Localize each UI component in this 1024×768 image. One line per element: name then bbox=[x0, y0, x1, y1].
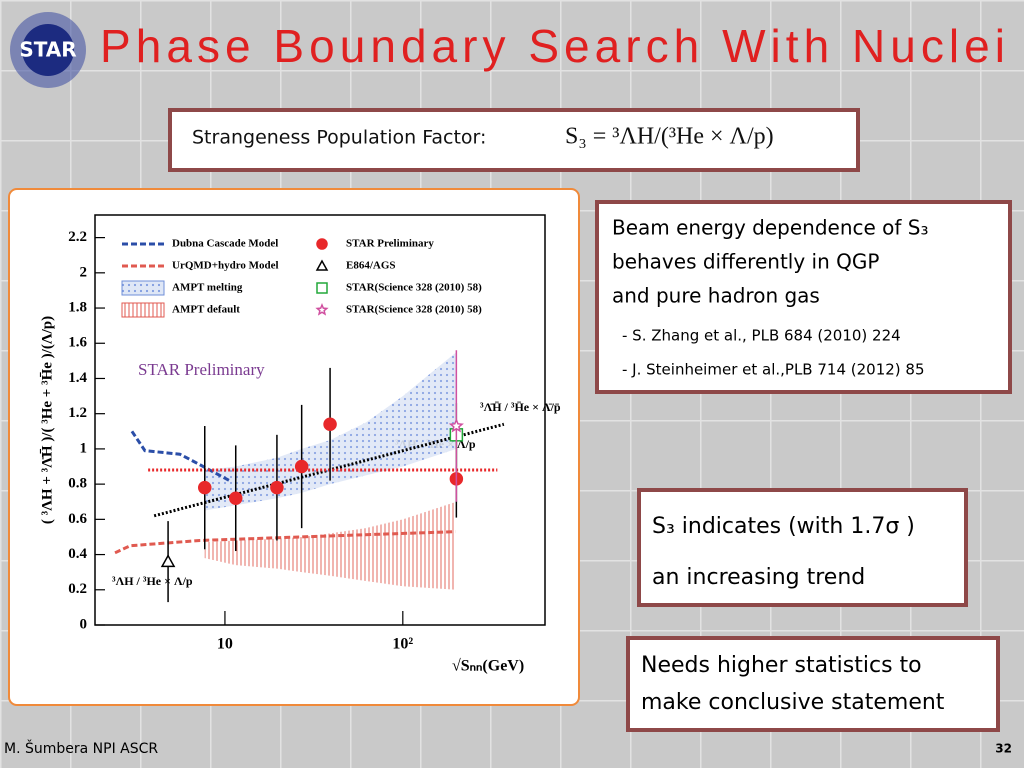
formula-label: Strangeness Population Factor: bbox=[192, 127, 486, 149]
legend-label: AMPT default bbox=[172, 304, 240, 316]
legend-label: Dubna Cascade Model bbox=[172, 238, 278, 250]
legend-key bbox=[316, 282, 328, 294]
y-tick-label: 0 bbox=[80, 616, 88, 632]
box-line: S₃ indicates (with 1.7σ ) bbox=[652, 514, 915, 539]
box-line: make conclusive statement bbox=[641, 690, 945, 715]
legend-label: E864/AGS bbox=[346, 260, 396, 272]
legend-label: UrQMD+hydro Model bbox=[172, 260, 279, 272]
box-line: an increasing trend bbox=[652, 565, 865, 590]
y-tick-label: 1 bbox=[80, 440, 88, 456]
marker bbox=[228, 491, 243, 505]
reference: - S. Zhang et al., PLB 684 (2010) 224 bbox=[622, 327, 901, 345]
marker bbox=[270, 480, 284, 495]
reference: - J. Steinheimer et al.,PLB 714 (2012) 8… bbox=[622, 361, 925, 379]
box-line: Beam energy dependence of S₃ bbox=[612, 216, 929, 240]
model-band bbox=[204, 501, 457, 590]
y-tick-label: 1.8 bbox=[68, 299, 87, 315]
y-tick-label: 0.6 bbox=[68, 511, 87, 527]
box-line: Needs higher statistics to bbox=[641, 653, 922, 678]
legend-key bbox=[315, 303, 329, 316]
legend-key bbox=[316, 238, 328, 250]
model-line bbox=[114, 530, 456, 555]
annotation: STAR Preliminary bbox=[138, 360, 265, 379]
text-box: Needs higher statistics to make conclusi… bbox=[626, 636, 1000, 732]
box-line: behaves differently in QGP bbox=[612, 250, 879, 274]
marker bbox=[197, 480, 212, 495]
logo: STAR bbox=[10, 12, 86, 88]
title: Phase Boundary Search With Nuclei bbox=[100, 20, 1005, 72]
y-tick-label: 2 bbox=[80, 264, 88, 280]
x-tick-label: 10² bbox=[392, 636, 413, 653]
legend-label: STAR Preliminary bbox=[346, 238, 434, 250]
model-band bbox=[204, 352, 457, 511]
x-axis-label: √Sₙₙ(GeV) bbox=[452, 658, 524, 675]
legend-key bbox=[121, 302, 165, 318]
y-tick-label: 2.2 bbox=[68, 229, 87, 245]
marker bbox=[448, 418, 464, 433]
logo-text: STAR bbox=[19, 38, 76, 62]
text-box: S₃ indicates (with 1.7σ ) an increasing … bbox=[637, 488, 968, 607]
annotation: ³Λ̄H̄ / ³H̄e × Λ̄/p̄ bbox=[480, 400, 561, 414]
annotation: ³ΛH / ³He × Λ/p bbox=[112, 574, 193, 588]
legend-key bbox=[315, 259, 329, 271]
marker bbox=[160, 554, 176, 568]
y-tick-label: 0.2 bbox=[68, 581, 87, 597]
marker bbox=[323, 417, 337, 432]
formula-box: Strangeness Population Factor: S₃ = ³ΛH/… bbox=[168, 108, 860, 172]
box-line: and pure hadron gas bbox=[612, 284, 820, 308]
plot-frame bbox=[94, 214, 546, 626]
y-tick-label: 1.6 bbox=[68, 335, 87, 351]
y-tick-label: 1.4 bbox=[68, 370, 87, 386]
legend-label: AMPT melting bbox=[172, 282, 243, 294]
legend-label: STAR(Science 328 (2010) 58) bbox=[346, 304, 482, 316]
text-box: Beam energy dependence of S₃ behaves dif… bbox=[595, 200, 1012, 394]
y-tick-label: 0.8 bbox=[68, 476, 87, 492]
x-tick-label: 10 bbox=[217, 636, 233, 653]
legend-label: STAR(Science 328 (2010) 58) bbox=[346, 282, 482, 294]
marker bbox=[294, 459, 309, 474]
formula: S₃ = ³ΛH/(³He × Λ/p) bbox=[565, 124, 774, 150]
footer-author: M. Šumbera NPI ASCR bbox=[4, 739, 158, 757]
page-number: 32 bbox=[995, 742, 1012, 756]
chart: 0 0.2 0.4 0.6 0.8 1 1.2 1.4 1.6 1.8 2 2.2 10 10² √Sₙₙ(… bbox=[39, 214, 561, 675]
y-axis-label: ( ³ΛH + ³Λ̄H̄ )/( ³He + ³H̄e )/(Λ/p) bbox=[39, 316, 55, 524]
y-tick-label: 1.2 bbox=[68, 405, 87, 421]
legend-key bbox=[121, 280, 165, 296]
y-tick-label: 0.4 bbox=[68, 546, 87, 562]
